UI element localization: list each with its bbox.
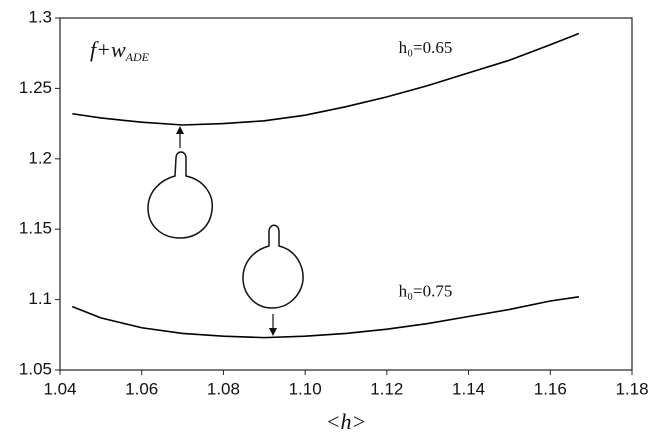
x-tick-label: 1.10 <box>289 379 322 398</box>
line <box>72 32 580 126</box>
y-tick-label: 1.05 <box>19 359 52 378</box>
annotation: f+wADE <box>90 37 150 64</box>
y-tick-label: 1.3 <box>28 7 52 26</box>
x-tick-label: 1.12 <box>370 379 403 398</box>
series-label: h₀=0.65 <box>399 38 453 57</box>
y-tick-label: 1.1 <box>28 289 52 308</box>
x-tick-label: 1.08 <box>207 379 240 398</box>
x-tick-label: 1.16 <box>534 379 567 398</box>
x-tick-label: 1.18 <box>615 379 648 398</box>
series-label: h₀=0.75 <box>399 281 453 300</box>
vesicle-shape <box>242 224 304 309</box>
arrow-head <box>269 328 277 336</box>
x-axis-label: <h> <box>326 409 367 434</box>
x-tick-label: 1.06 <box>125 379 158 398</box>
plot-frame <box>59 17 633 371</box>
y-tick-label: 1.25 <box>19 78 52 97</box>
y-tick-label: 1.15 <box>19 219 52 238</box>
vesicle-shape <box>147 151 213 239</box>
line <box>71 295 580 339</box>
x-tick-label: 1.14 <box>452 379 485 398</box>
arrow-head <box>176 126 184 134</box>
x-tick-label: 1.04 <box>43 379 76 398</box>
y-tick-label: 1.2 <box>28 148 52 167</box>
